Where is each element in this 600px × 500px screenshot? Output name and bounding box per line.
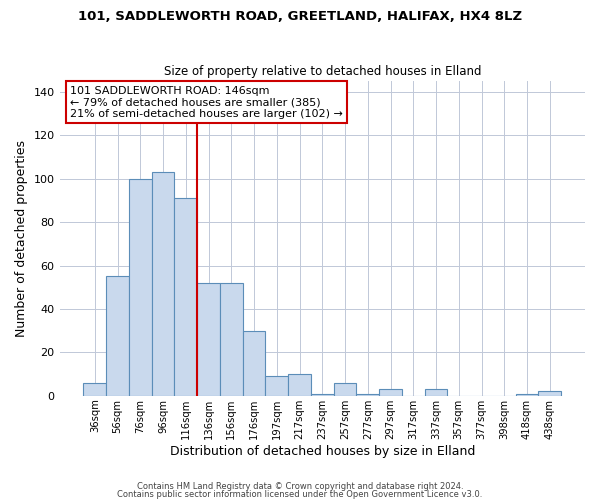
Bar <box>129 178 152 396</box>
Bar <box>220 283 242 396</box>
Bar <box>538 392 561 396</box>
Text: 101, SADDLEWORTH ROAD, GREETLAND, HALIFAX, HX4 8LZ: 101, SADDLEWORTH ROAD, GREETLAND, HALIFA… <box>78 10 522 23</box>
Bar <box>356 394 379 396</box>
Text: 101 SADDLEWORTH ROAD: 146sqm
← 79% of detached houses are smaller (385)
21% of s: 101 SADDLEWORTH ROAD: 146sqm ← 79% of de… <box>70 86 343 119</box>
Bar <box>152 172 175 396</box>
Bar <box>288 374 311 396</box>
Bar <box>175 198 197 396</box>
Bar <box>242 330 265 396</box>
Bar <box>197 283 220 396</box>
Text: Contains HM Land Registry data © Crown copyright and database right 2024.: Contains HM Land Registry data © Crown c… <box>137 482 463 491</box>
Bar <box>425 390 448 396</box>
Bar <box>311 394 334 396</box>
X-axis label: Distribution of detached houses by size in Elland: Distribution of detached houses by size … <box>170 444 475 458</box>
Y-axis label: Number of detached properties: Number of detached properties <box>15 140 28 337</box>
Bar <box>379 390 402 396</box>
Bar <box>515 394 538 396</box>
Bar <box>83 383 106 396</box>
Title: Size of property relative to detached houses in Elland: Size of property relative to detached ho… <box>164 66 481 78</box>
Bar <box>106 276 129 396</box>
Text: Contains public sector information licensed under the Open Government Licence v3: Contains public sector information licen… <box>118 490 482 499</box>
Bar <box>334 383 356 396</box>
Bar <box>265 376 288 396</box>
